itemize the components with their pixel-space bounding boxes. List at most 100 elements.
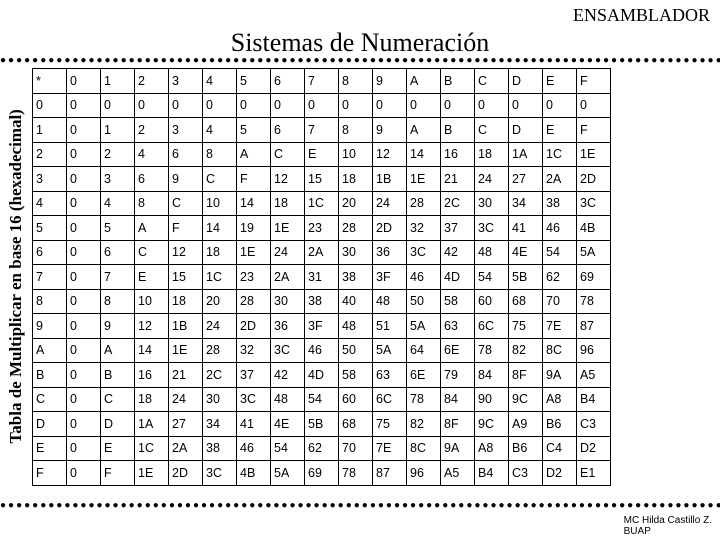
table-cell: 20 bbox=[339, 191, 373, 216]
table-cell: 51 bbox=[373, 314, 407, 339]
table-cell: 75 bbox=[509, 314, 543, 339]
table-cell: 24 bbox=[271, 240, 305, 265]
table-cell: F bbox=[169, 216, 203, 241]
table-cell: 0 bbox=[67, 265, 101, 290]
table-cell: 6E bbox=[407, 363, 441, 388]
table-cell: 6 bbox=[271, 118, 305, 143]
table-cell: 4E bbox=[509, 240, 543, 265]
table-row: 4048C1014181C2024282C3034383C bbox=[33, 191, 611, 216]
table-cell: 2D bbox=[577, 167, 611, 192]
table-cell: 60 bbox=[339, 387, 373, 412]
table-cell: A bbox=[135, 216, 169, 241]
table-cell: 8 bbox=[33, 289, 67, 314]
table-cell: A bbox=[101, 338, 135, 363]
table-cell: 58 bbox=[441, 289, 475, 314]
table-cell: 3 bbox=[101, 167, 135, 192]
table-header-cell: 3 bbox=[169, 69, 203, 94]
table-cell: 1E bbox=[169, 338, 203, 363]
table-cell: 1E bbox=[577, 142, 611, 167]
table-cell: 50 bbox=[339, 338, 373, 363]
table-cell: 9A bbox=[441, 436, 475, 461]
table-cell: B4 bbox=[577, 387, 611, 412]
table-cell: 75 bbox=[373, 412, 407, 437]
table-header-cell: E bbox=[543, 69, 577, 94]
table-cell: 38 bbox=[543, 191, 577, 216]
table-cell: C3 bbox=[577, 412, 611, 437]
table-cell: 1E bbox=[407, 167, 441, 192]
table-cell: 0 bbox=[271, 93, 305, 118]
table-cell: 14 bbox=[407, 142, 441, 167]
table-cell: 78 bbox=[577, 289, 611, 314]
table-cell: 1E bbox=[135, 461, 169, 486]
table-cell: 4E bbox=[271, 412, 305, 437]
table-cell: 5B bbox=[509, 265, 543, 290]
table-cell: 14 bbox=[135, 338, 169, 363]
table-cell: 12 bbox=[271, 167, 305, 192]
table-cell: 9 bbox=[101, 314, 135, 339]
table-header-cell: C bbox=[475, 69, 509, 94]
table-cell: 63 bbox=[441, 314, 475, 339]
table-cell: 4 bbox=[203, 118, 237, 143]
table-cell: E bbox=[543, 118, 577, 143]
table-cell: 2C bbox=[441, 191, 475, 216]
table-cell: 62 bbox=[543, 265, 577, 290]
table-cell: 2 bbox=[101, 142, 135, 167]
table-header-cell: 4 bbox=[203, 69, 237, 94]
table-cell: 54 bbox=[543, 240, 577, 265]
table-cell: 96 bbox=[407, 461, 441, 486]
divider-bottom: ●●●●●●●●●●●●●●●●●●●●●●●●●●●●●●●●●●●●●●●●… bbox=[0, 503, 720, 509]
table-cell: 4 bbox=[33, 191, 67, 216]
table-cell: 0 bbox=[67, 240, 101, 265]
table-cell: 4 bbox=[135, 142, 169, 167]
footer-credit: MC Hilda Castillo Z. BUAP bbox=[624, 515, 712, 537]
table-cell: C bbox=[135, 240, 169, 265]
table-cell: A bbox=[33, 338, 67, 363]
table-cell: 0 bbox=[203, 93, 237, 118]
table-cell: 1C bbox=[203, 265, 237, 290]
table-cell: 10 bbox=[135, 289, 169, 314]
table-cell: 28 bbox=[237, 289, 271, 314]
table-cell: 27 bbox=[169, 412, 203, 437]
table-header-cell: 8 bbox=[339, 69, 373, 94]
table-cell: 14 bbox=[237, 191, 271, 216]
table-cell: 38 bbox=[305, 289, 339, 314]
table-cell: E bbox=[33, 436, 67, 461]
table-cell: 46 bbox=[407, 265, 441, 290]
table-cell: 42 bbox=[441, 240, 475, 265]
table-cell: 69 bbox=[577, 265, 611, 290]
table-cell: 0 bbox=[67, 461, 101, 486]
table-cell: F bbox=[577, 118, 611, 143]
table-cell: A9 bbox=[509, 412, 543, 437]
table-cell: 16 bbox=[441, 142, 475, 167]
table-cell: A bbox=[237, 142, 271, 167]
table-row: E0E1C2A38465462707E8C9AA8B6C4D2 bbox=[33, 436, 611, 461]
table-row: F0F1E2D3C4B5A69788796A5B4C3D2E1 bbox=[33, 461, 611, 486]
table-cell: 0 bbox=[67, 289, 101, 314]
table-header-cell: 2 bbox=[135, 69, 169, 94]
table-cell: 0 bbox=[67, 412, 101, 437]
table-cell: 6 bbox=[101, 240, 135, 265]
table-cell: 6 bbox=[169, 142, 203, 167]
table-cell: 0 bbox=[169, 93, 203, 118]
table-cell: 5 bbox=[33, 216, 67, 241]
table-cell: 5A bbox=[407, 314, 441, 339]
table-cell: F bbox=[101, 461, 135, 486]
table-cell: D bbox=[509, 118, 543, 143]
table-cell: C bbox=[475, 118, 509, 143]
table-cell: 7 bbox=[305, 118, 339, 143]
table-cell: 12 bbox=[169, 240, 203, 265]
table-cell: 0 bbox=[305, 93, 339, 118]
table-cell: A bbox=[407, 118, 441, 143]
table-cell: D2 bbox=[577, 436, 611, 461]
table-cell: 36 bbox=[271, 314, 305, 339]
table-header-cell: 7 bbox=[305, 69, 339, 94]
table-cell: 15 bbox=[169, 265, 203, 290]
table-cell: 20 bbox=[203, 289, 237, 314]
table-cell: 9 bbox=[33, 314, 67, 339]
table-cell: 24 bbox=[169, 387, 203, 412]
table-header-cell: F bbox=[577, 69, 611, 94]
table-cell: 54 bbox=[475, 265, 509, 290]
table-cell: 58 bbox=[339, 363, 373, 388]
table-cell: A5 bbox=[577, 363, 611, 388]
table-row: 00000000000000000 bbox=[33, 93, 611, 118]
